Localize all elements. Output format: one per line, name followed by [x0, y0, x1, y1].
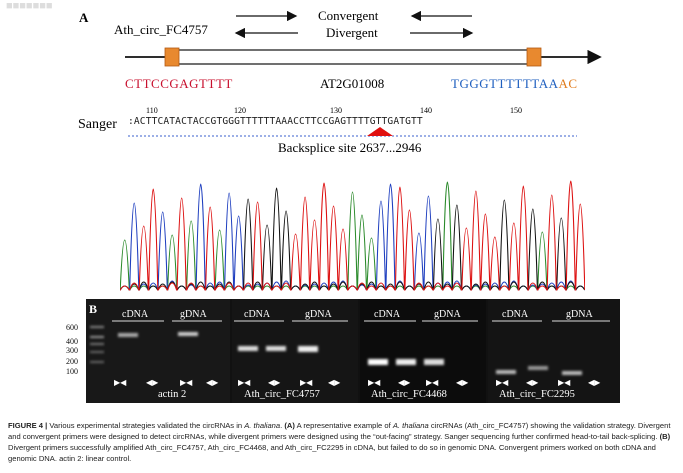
caption-text: . — [280, 421, 285, 430]
gene-id: AT2G01008 — [320, 76, 385, 91]
primer-symbols: ▶◀ ◀▶ ▶◀ ◀▶ ▶◀ ◀▶ ▶◀ ◀▶ ▶◀ ◀▶ ▶◀ ◀▶ ▶◀ ◀▶ ▶◀ ◀▶ — [114, 378, 601, 387]
svg-text:◀▶: ◀▶ — [456, 378, 469, 387]
group-3-name: Ath_circ_FC4468 — [371, 389, 447, 400]
ladder-200: 200 — [66, 357, 78, 366]
gel-bands: ▶◀ ◀▶ ▶◀ ◀▶ ▶◀ ◀▶ ▶◀ ◀▶ ▶◀ ◀▶ ▶◀ ◀▶ ▶◀ ◀▶ ▶◀ ◀▶ — [90, 320, 610, 387]
svg-text:◀▶: ◀▶ — [206, 378, 219, 387]
svg-text:▶◀: ▶◀ — [238, 378, 251, 387]
caption-panel-b-ref: (B) — [659, 432, 671, 441]
svg-text:◀▶: ◀▶ — [398, 378, 411, 387]
gel-section-fc2295 — [488, 299, 620, 403]
convergent-label: Convergent — [318, 8, 379, 23]
group-2-gdna: gDNA — [305, 309, 332, 320]
panel-b-label: B — [89, 302, 98, 316]
caption-panel-a-ref: (A) — [284, 421, 295, 430]
caption-text: A representative example of — [294, 421, 393, 430]
svg-text:◀▶: ◀▶ — [146, 378, 159, 387]
junction-seq-right: TGGGTTTTTTAAAC — [451, 76, 578, 91]
svg-text:▶◀: ▶◀ — [114, 378, 127, 387]
position-120: 120 — [234, 106, 246, 115]
ladder-lane — [90, 326, 104, 363]
svg-text:▶◀: ▶◀ — [368, 378, 381, 387]
position-130: 130 — [330, 106, 342, 115]
primer-diagram — [125, 10, 602, 67]
group-2-name: Ath_circ_FC4757 — [244, 389, 320, 400]
chromatogram-trace — [120, 187, 585, 291]
group-3-cdna: cDNA — [374, 309, 401, 320]
backsplice-marker — [367, 127, 393, 136]
figure-caption: FIGURE 4 | Various experimental strategi… — [8, 420, 676, 464]
ladder-400: 400 — [66, 337, 78, 346]
backsplice-site-label: Backsplice site 2637...2946 — [278, 140, 422, 155]
junction-seq-left: CTTCCGAGTTTT — [125, 76, 233, 91]
position-150: 150 — [510, 106, 522, 115]
sanger-underline — [128, 127, 577, 137]
top-watermark-text: ■■■■■■■ — [6, 0, 53, 12]
svg-text:▶◀: ▶◀ — [426, 378, 439, 387]
svg-text:◀▶: ◀▶ — [588, 378, 601, 387]
chromatogram-trace — [120, 181, 585, 291]
circrna-region — [171, 49, 535, 65]
svg-text:▶◀: ▶◀ — [300, 378, 313, 387]
gel-panel — [86, 299, 620, 403]
gel-section-fc4468 — [360, 299, 486, 403]
caption-species: A. thaliana — [244, 421, 281, 430]
caption-species: A. thaliana — [392, 421, 429, 430]
group-4-gdna: gDNA — [566, 309, 593, 320]
caption-text: Divergent primers successfully amplified… — [8, 443, 656, 463]
svg-text:◀▶: ◀▶ — [328, 378, 341, 387]
sample-bands — [118, 332, 582, 375]
group-4-name: Ath_circ_FC2295 — [499, 389, 575, 400]
chromatogram-trace — [120, 183, 585, 291]
group-2-cdna: cDNA — [244, 309, 271, 320]
circrna-name: Ath_circ_FC4757 — [114, 22, 208, 37]
group-1-name: actin 2 — [158, 389, 187, 400]
divergent-label: Divergent — [326, 25, 378, 40]
caption-text: circRNAs (Ath_circ_FC4757) showing the v… — [8, 421, 671, 441]
svg-text:▶◀: ▶◀ — [180, 378, 193, 387]
exon-start-box — [164, 47, 180, 67]
position-140: 140 — [420, 106, 432, 115]
svg-text:▶◀: ▶◀ — [496, 378, 509, 387]
sanger-sequence: :ACTTCATACTACCGTGGGTTTTTTAAACCTTCCGAGTTT… — [128, 116, 423, 127]
svg-text:▶◀: ▶◀ — [558, 378, 571, 387]
group-3-gdna: gDNA — [434, 309, 461, 320]
gel-section-actin — [86, 299, 230, 403]
ladder-300: 300 — [66, 346, 78, 355]
position-110: 110 — [146, 106, 158, 115]
group-1-gdna: gDNA — [180, 309, 207, 320]
ladder-600: 600 — [66, 323, 78, 332]
group-4-cdna: cDNA — [502, 309, 529, 320]
chromatogram — [120, 180, 585, 291]
chromatogram-trace — [120, 180, 585, 291]
panel-a-label: A — [79, 10, 89, 25]
ladder-100: 100 — [66, 367, 78, 376]
caption-figure-number: FIGURE 4 | — [8, 421, 48, 430]
group-1-cdna: cDNA — [122, 309, 149, 320]
svg-text:◀▶: ◀▶ — [268, 378, 281, 387]
svg-text:◀▶: ◀▶ — [526, 378, 539, 387]
exon-end-box — [526, 47, 542, 67]
caption-text: Various experimental strategies validate… — [47, 421, 245, 430]
sanger-label: Sanger — [78, 117, 117, 132]
